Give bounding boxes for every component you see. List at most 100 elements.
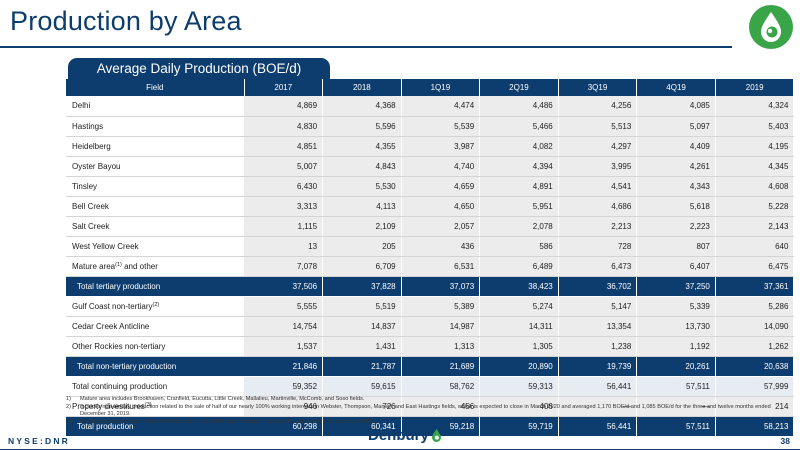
value-cell: 214 (715, 396, 795, 417)
denbury-drop-logo-icon (749, 5, 793, 49)
page-title: Production by Area (10, 6, 242, 36)
value-cell: 807 (636, 236, 716, 257)
table-row: Heidelberg 4,851 4,355 3,987 4,082 4,297 4,409… (66, 136, 795, 157)
value-cell: 59,615 (322, 376, 402, 397)
value-cell: 58,213 (715, 416, 795, 437)
field-name: Hastings (72, 121, 104, 131)
value-cell: 1,431 (322, 336, 402, 357)
table-row: West Yellow Creek 13 205 436 586 728 807 640 (66, 236, 795, 257)
field-name: Other Rockies non-tertiary (72, 341, 166, 351)
field-name: Gulf Coast non-tertiary (72, 301, 153, 311)
value-cell: 20,890 (479, 356, 559, 377)
value-cell: — (636, 396, 716, 417)
footnote-text: Mature area includes Brookhaven, Cranfie… (80, 396, 365, 402)
value-cell: 6,407 (636, 256, 716, 277)
table-row-total: Total non-tertiary production 21,846 21,78… (66, 356, 795, 377)
value-cell: 59,218 (401, 416, 481, 437)
table-row-total: Total tertiary production 37,506 37,828 37,… (66, 276, 795, 297)
value-cell: 37,828 (322, 276, 402, 297)
value-cell: 13,730 (636, 316, 716, 337)
field-name-cell: Gulf Coast non-tertiary(2) (66, 296, 244, 317)
footnote-marker: (3) (144, 401, 152, 408)
value-cell: 4,297 (558, 136, 638, 157)
title-divider (0, 46, 732, 48)
value-cell: 4,851 (244, 136, 324, 157)
value-cell: 4,830 (244, 116, 324, 137)
value-cell: 7,078 (244, 256, 324, 277)
footnote-number: 2) (66, 403, 71, 410)
field-name-cell: Total continuing production (66, 376, 244, 397)
value-cell: 4,486 (479, 96, 559, 117)
table-row: Mature area(1) and other 7,078 6,709 6,531 6… (66, 256, 795, 277)
value-cell: 4,608 (715, 176, 795, 197)
value-cell: 4,394 (479, 156, 559, 177)
value-cell: 4,843 (322, 156, 402, 177)
column-header-2017: 2017 (244, 79, 324, 96)
value-cell: 2,213 (558, 216, 638, 237)
field-name-cell: Total tertiary production (66, 276, 244, 297)
value-cell: 4,345 (715, 156, 795, 177)
field-name: Cedar Creek Anticline (72, 321, 150, 331)
value-cell: 20,261 (636, 356, 716, 377)
footnote: 1) Mature area includes Brookhaven, Cranf… (66, 396, 794, 404)
value-cell: 6,709 (322, 256, 402, 277)
value-cell: 20,638 (715, 356, 795, 377)
field-name: Salt Creek (72, 221, 110, 231)
value-cell: 59,352 (244, 376, 324, 397)
value-cell: 6,473 (558, 256, 638, 277)
table-row: Gulf Coast non-tertiary(2) 5,555 5,519 5,38… (66, 296, 795, 317)
value-cell: 19,739 (558, 356, 638, 377)
field-name: West Yellow Creek (72, 241, 139, 251)
value-cell: 5,274 (479, 296, 559, 317)
value-cell: 436 (401, 236, 481, 257)
value-cell: 56,441 (558, 416, 638, 437)
value-cell: 4,740 (401, 156, 481, 177)
value-cell: 4,355 (322, 136, 402, 157)
value-cell: 5,951 (479, 196, 559, 217)
field-name-cell: West Yellow Creek (66, 236, 244, 257)
brand-name: Denbury (368, 427, 429, 444)
column-header-3q19: 3Q19 (558, 79, 638, 96)
value-cell: 5,403 (715, 116, 795, 137)
value-cell: 21,689 (401, 356, 481, 377)
value-cell: 456 (401, 396, 481, 417)
value-cell: 60,341 (322, 416, 402, 437)
value-cell: 4,261 (636, 156, 716, 177)
value-cell: 6,430 (244, 176, 324, 197)
value-cell: 5,007 (244, 156, 324, 177)
column-header-field: Field (66, 79, 245, 96)
value-cell: 14,090 (715, 316, 795, 337)
table-row: Property divestitures(3) 946 726 456 406— —21… (66, 396, 795, 417)
ticker-symbol: NYSE:DNR (8, 436, 70, 446)
value-cell: 4,256 (558, 96, 638, 117)
value-cell: 57,511 (636, 376, 716, 397)
value-cell: 406 (479, 396, 559, 417)
table-row: Cedar Creek Anticline 14,754 14,837 14,987 1… (66, 316, 795, 337)
value-cell: 1,262 (715, 336, 795, 357)
value-cell: 4,650 (401, 196, 481, 217)
value-cell: 5,513 (558, 116, 638, 137)
field-name: Total production (77, 421, 134, 431)
footnote-number: 3) (66, 418, 71, 425)
value-cell: 3,313 (244, 196, 324, 217)
value-cell: 4,474 (401, 96, 481, 117)
value-cell: 4,195 (715, 136, 795, 157)
value-cell: 4,113 (322, 196, 402, 217)
value-cell: 13,354 (558, 316, 638, 337)
value-cell: 5,596 (322, 116, 402, 137)
value-cell: 4,368 (322, 96, 402, 117)
page-number: 38 (780, 436, 790, 446)
value-cell: 4,082 (479, 136, 559, 157)
field-name-cell: Tinsley (66, 176, 244, 197)
value-cell: 205 (322, 236, 402, 257)
field-name-cell: Oyster Bayou (66, 156, 244, 177)
value-cell: 6,475 (715, 256, 795, 277)
value-cell: 5,389 (401, 296, 481, 317)
field-name-cell: Hastings (66, 116, 244, 137)
value-cell: 38,423 (479, 276, 559, 297)
value-cell: 59,719 (479, 416, 559, 437)
value-cell: 5,228 (715, 196, 795, 217)
field-name-cell: Property divestitures(3) (66, 396, 244, 417)
value-cell: 5,147 (558, 296, 638, 317)
footnote-text: Includes non-tertiary production related… (80, 403, 771, 418)
